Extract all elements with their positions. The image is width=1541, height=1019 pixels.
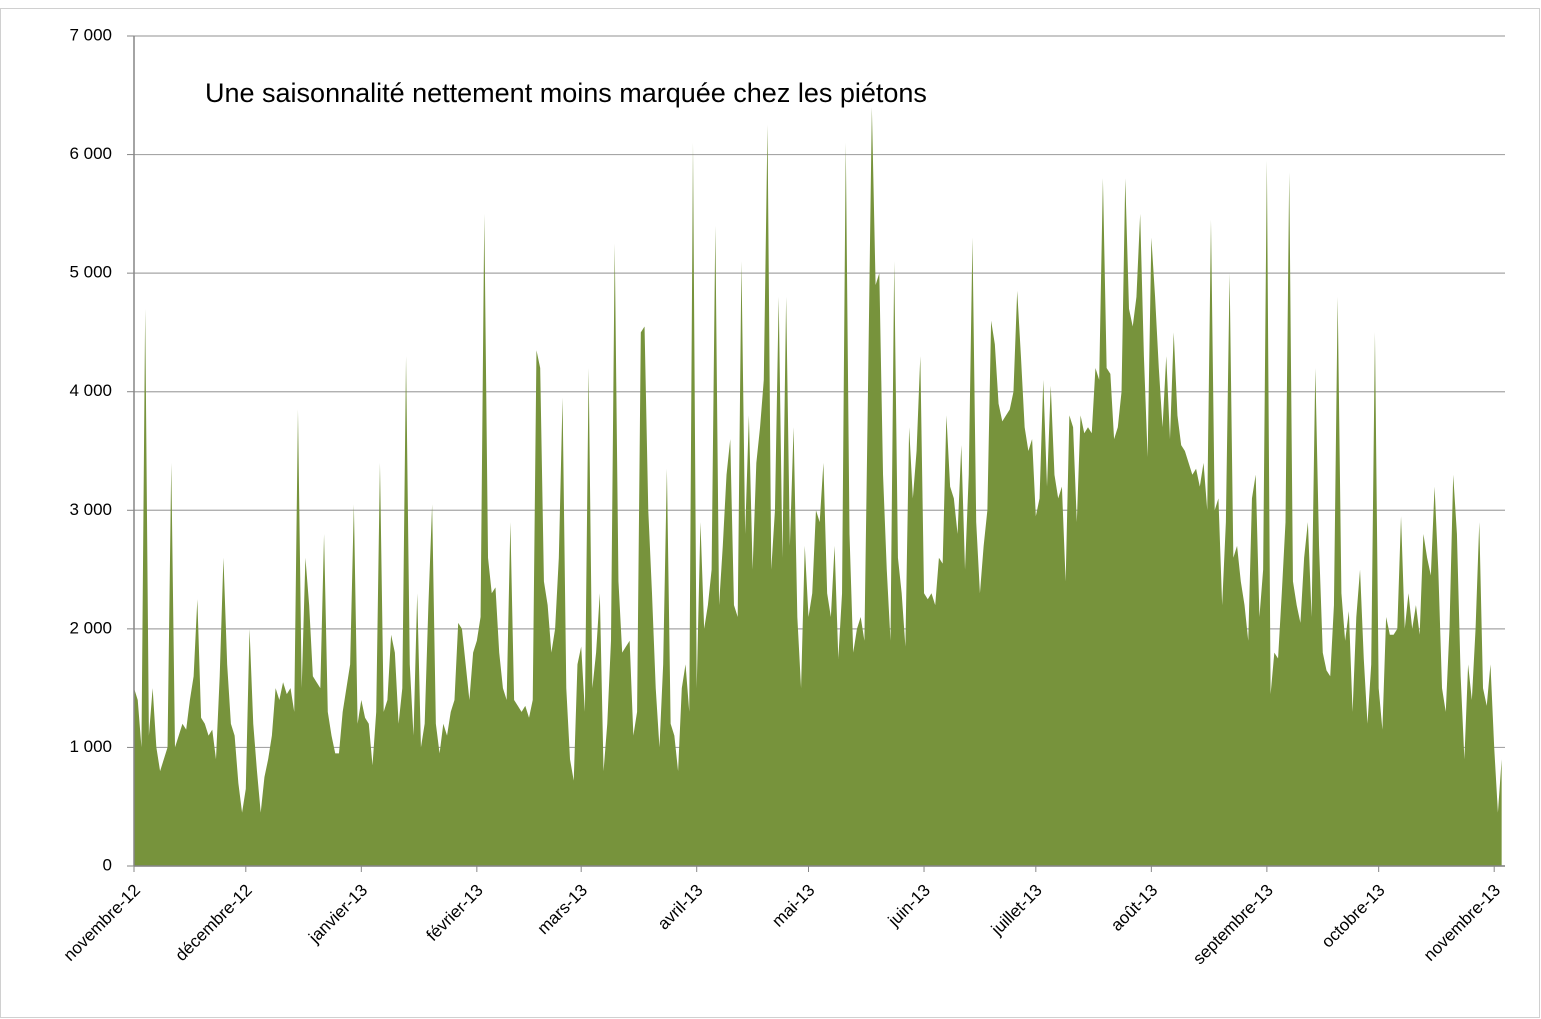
x-tick-label: août-13 xyxy=(1107,881,1161,935)
x-tick-label: novembre-12 xyxy=(60,881,144,965)
y-tick-label: 2 000 xyxy=(69,618,112,637)
x-tick-label: septembre-13 xyxy=(1189,881,1277,969)
x-tick-label: décembre-12 xyxy=(172,881,256,965)
x-tick-label: février-13 xyxy=(423,881,487,945)
x-tick-label: juillet-13 xyxy=(987,881,1046,940)
y-tick-label: 1 000 xyxy=(69,737,112,756)
area xyxy=(134,107,1502,866)
chart-title: Une saisonnalité nettement moins marquée… xyxy=(205,78,927,108)
x-tick-label: juin-13 xyxy=(884,881,934,931)
y-tick-label: 6 000 xyxy=(69,144,112,163)
y-tick-label: 4 000 xyxy=(69,381,112,400)
plot xyxy=(134,107,1502,866)
x-tick-label: mars-13 xyxy=(534,881,592,939)
x-tick-label: octobre-13 xyxy=(1318,881,1389,952)
y-tick-label: 0 xyxy=(103,855,112,874)
x-tick-label: janvier-13 xyxy=(304,881,371,948)
y-tick-label: 5 000 xyxy=(69,263,112,282)
x-tick-label: avril-13 xyxy=(654,881,707,934)
chart-frame xyxy=(0,8,1540,1018)
y-tick-label: 7 000 xyxy=(69,25,112,44)
x-tick-label: novembre-13 xyxy=(1420,881,1504,965)
x-tick-label: mai-13 xyxy=(768,881,818,931)
y-tick-label: 3 000 xyxy=(69,500,112,519)
